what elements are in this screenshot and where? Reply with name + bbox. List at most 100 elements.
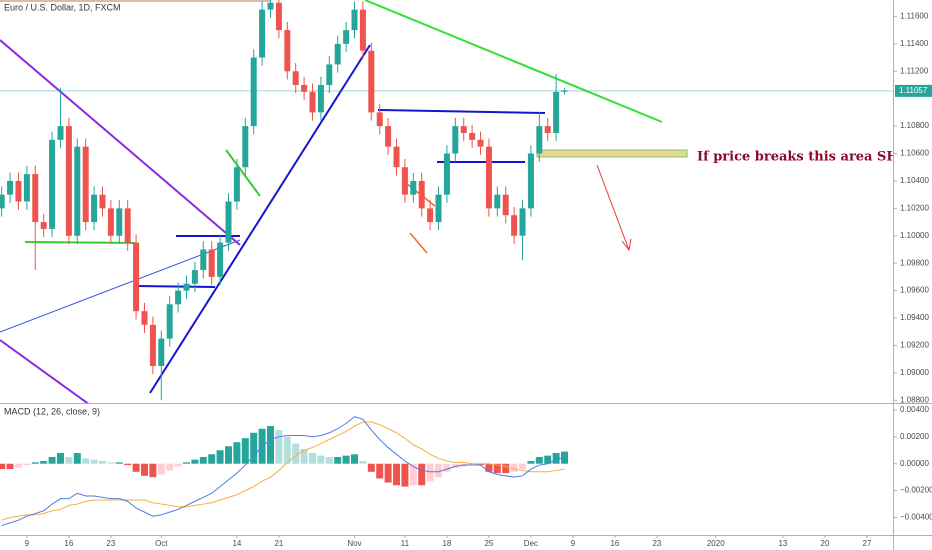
histogram-bar — [443, 463, 451, 472]
candle-body — [124, 208, 131, 243]
candle-body — [460, 126, 467, 133]
candle-body — [359, 9, 366, 51]
x-tick-label: 2020 — [707, 539, 725, 548]
candle-body — [553, 91, 560, 133]
macd-y-tick-label: −0.00400 — [900, 513, 932, 522]
x-tick-label: 9 — [571, 539, 576, 548]
candle-body — [485, 146, 492, 209]
histogram-bar — [225, 446, 233, 464]
histogram-bar — [351, 454, 359, 464]
histogram-bar — [149, 463, 157, 478]
histogram-bar — [56, 452, 64, 464]
channel-line — [409, 232, 428, 254]
macd-pane — [0, 416, 569, 527]
candle-body — [343, 30, 350, 44]
trendline — [225, 149, 261, 197]
candle-body — [65, 126, 72, 236]
annotation-text: If price breaks this area SHORT — [697, 150, 931, 165]
histogram-bar — [40, 461, 48, 464]
candle-body — [49, 139, 56, 229]
histogram-bar — [426, 463, 434, 482]
histogram-bar — [527, 461, 535, 464]
y-tick-label: 1.10800 — [900, 121, 929, 130]
x-tick-label: Dec — [524, 539, 538, 548]
candle-body — [191, 270, 198, 284]
histogram-bar — [376, 463, 384, 479]
candle-body — [233, 167, 240, 202]
candle-body — [82, 146, 89, 223]
x-tick-label: 27 — [863, 539, 872, 548]
arrow-head — [621, 238, 632, 252]
candle-body — [15, 180, 22, 202]
histogram-bar — [250, 432, 258, 464]
x-tick-label: Oct — [155, 539, 168, 548]
candle-body — [469, 132, 476, 140]
histogram-bar — [98, 461, 106, 464]
candle-body — [91, 194, 98, 223]
candle-body — [292, 71, 299, 85]
histogram-bar — [107, 462, 115, 464]
histogram-bar — [384, 463, 392, 483]
x-tick-label: 9 — [25, 539, 30, 548]
x-tick-label: 14 — [232, 539, 241, 548]
candle-body — [0, 194, 5, 209]
last-price-box — [895, 84, 932, 97]
candle-body — [225, 201, 232, 243]
candle-body — [443, 153, 450, 195]
histogram-bar — [23, 463, 31, 466]
candle-body — [536, 126, 543, 154]
macd-y-tick-label: 0.00400 — [900, 405, 929, 414]
candle-body — [32, 174, 39, 223]
histogram-bar — [73, 452, 81, 464]
candle-body — [477, 139, 484, 147]
y-tick-label: 1.10200 — [900, 203, 929, 212]
histogram-bar — [208, 454, 216, 464]
y-tick-label: 1.10400 — [900, 176, 929, 185]
histogram-bar — [199, 456, 207, 464]
histogram-bar — [342, 455, 350, 464]
x-tick-label: 13 — [778, 539, 787, 548]
signal-line — [1, 421, 565, 521]
x-tick-label: 20 — [821, 539, 830, 548]
histogram-bar — [367, 463, 375, 472]
y-tick-label: 1.09800 — [900, 258, 929, 267]
candle-body — [107, 208, 114, 236]
y-tick-label: 1.09000 — [900, 368, 929, 377]
x-tick-label: 16 — [64, 539, 73, 548]
x-tick-label: 11 — [401, 539, 410, 548]
candle-body — [427, 208, 434, 223]
candle-body — [175, 290, 182, 305]
candle-body — [40, 222, 47, 229]
histogram-bar — [561, 451, 569, 464]
candle-body — [7, 180, 14, 195]
histogram-bar — [292, 443, 300, 464]
candle-body — [200, 249, 207, 271]
histogram-bar — [216, 450, 224, 464]
histogram-bar — [31, 462, 39, 464]
macd-y-tick-label: 0.00000 — [900, 459, 929, 468]
candle-body — [267, 2, 274, 10]
y-tick-label: 1.08800 — [900, 395, 929, 404]
histogram-bar — [166, 463, 174, 471]
candle-body — [376, 112, 383, 127]
candle-body — [74, 146, 81, 236]
candle-body — [317, 84, 324, 113]
histogram-bar — [510, 463, 518, 472]
histogram-bar — [468, 463, 476, 466]
candle-body — [133, 242, 140, 312]
candle-body — [208, 249, 215, 277]
candle-body — [561, 90, 568, 92]
histogram-bar — [485, 463, 493, 472]
histogram-bar — [233, 442, 241, 464]
x-tick-label: 25 — [484, 539, 493, 548]
candle-body — [57, 126, 64, 140]
level-line — [377, 109, 546, 114]
price-pane: If price breaks this area SHORT — [0, 0, 931, 403]
candle-body — [527, 153, 534, 209]
candle-body — [259, 9, 266, 58]
candle-body — [334, 43, 341, 65]
histogram-bar — [401, 463, 409, 487]
